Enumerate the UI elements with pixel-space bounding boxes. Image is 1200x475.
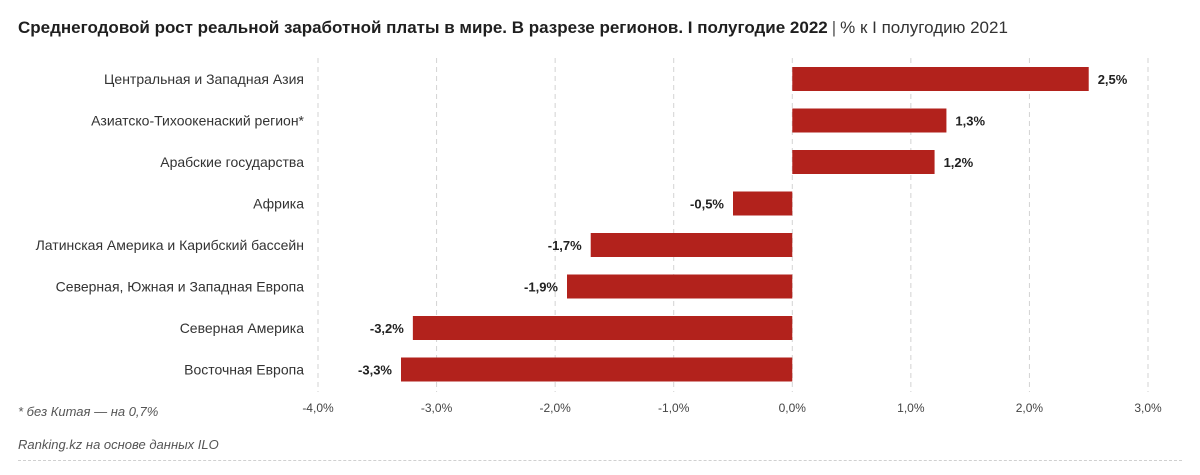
data-label: 2,5% — [1098, 72, 1128, 87]
category-label: Арабские государства — [160, 154, 304, 170]
x-tick-label: 3,0% — [1134, 401, 1162, 415]
x-tick-label: 0,0% — [779, 401, 807, 415]
x-tick-label: -2,0% — [539, 401, 571, 415]
bar — [733, 191, 793, 216]
data-label: 1,3% — [955, 114, 985, 129]
category-labels: Центральная и Западная Азия Азиатско-Тихо… — [36, 71, 305, 378]
category-label: Северная, Южная и Западная Европа — [56, 279, 305, 295]
x-tick-label: -1,0% — [658, 401, 690, 415]
bar — [412, 316, 793, 340]
x-tick-label: 2,0% — [1016, 401, 1044, 415]
chart-subtitle: % к I полугодию 2021 — [840, 18, 1008, 37]
x-tick-label: -3,0% — [421, 401, 453, 415]
divider — [18, 460, 1182, 461]
category-label: Африка — [253, 196, 304, 212]
data-label: 1,2% — [944, 155, 974, 170]
category-label: Латинская Америка и Карибский бассейн — [36, 237, 304, 253]
chart-title-main: Среднегодовой рост реальной заработной п… — [18, 18, 828, 37]
chart-title: Среднегодовой рост реальной заработной п… — [18, 18, 1008, 38]
source-note: Ranking.kz на основе данных ILO — [18, 437, 219, 452]
data-label: -0,5% — [690, 197, 724, 212]
bar — [792, 150, 935, 174]
data-label: -3,3% — [358, 363, 392, 378]
bar — [590, 233, 793, 257]
category-label: Восточная Европа — [184, 362, 304, 378]
data-label: -1,7% — [548, 238, 582, 253]
x-tick-label: 1,0% — [897, 401, 925, 415]
category-label: Северная Америка — [180, 320, 305, 336]
bar — [401, 357, 793, 382]
data-label: -3,2% — [370, 321, 404, 336]
value-labels: 2,5% 1,3% 1,2% -0,5% -1,7% -1,9% -3,2% -3,3% — [358, 72, 1128, 378]
bar — [792, 67, 1089, 91]
category-label: Центральная и Западная Азия — [104, 71, 304, 87]
x-tick-label: -4,0% — [302, 401, 334, 415]
title-separator: | — [831, 18, 837, 37]
data-label: -1,9% — [524, 280, 558, 295]
bars — [401, 67, 1089, 382]
tick-labels: -4,0% -3,0% -2,0% -1,0% 0,0% 1,0% 2,0% 3,0% — [302, 401, 1162, 415]
footnote: * без Китая — на 0,7% — [18, 404, 159, 419]
gridlines — [317, 58, 1149, 392]
bar — [567, 274, 793, 299]
bar — [792, 108, 947, 133]
category-label: Азиатско-Тихоокенаский регион* — [91, 113, 304, 129]
